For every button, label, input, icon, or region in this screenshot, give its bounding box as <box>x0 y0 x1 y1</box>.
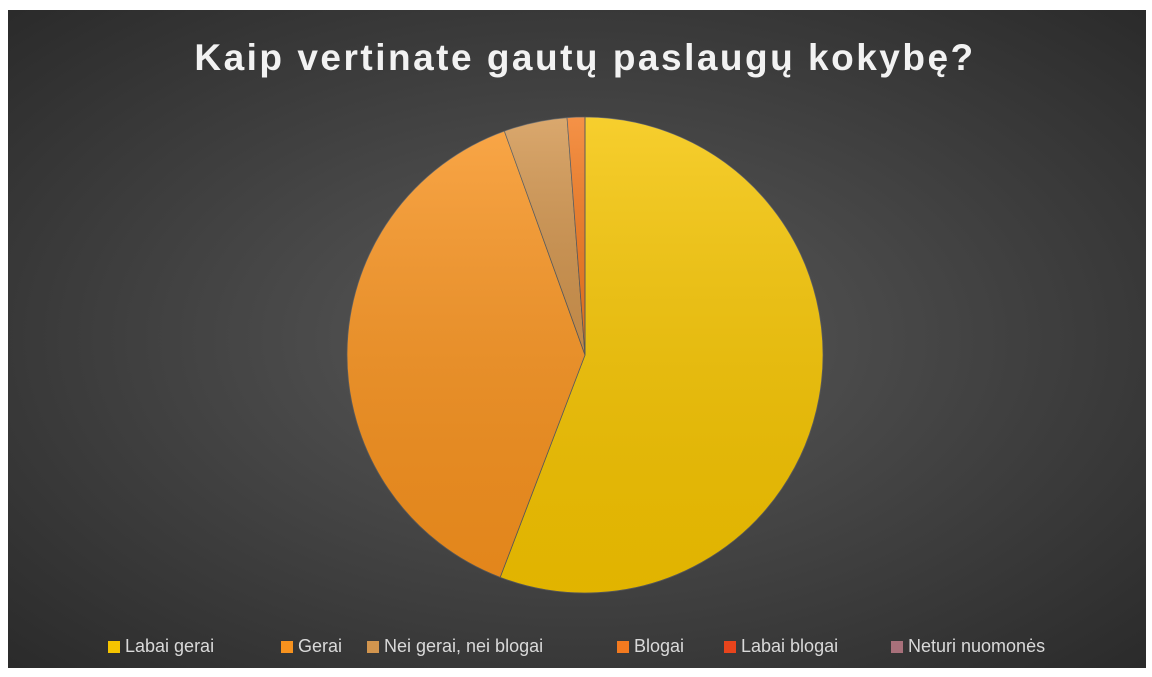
legend-label: Nei gerai, nei blogai <box>384 636 543 656</box>
legend-swatch <box>367 641 379 653</box>
slice-shade <box>346 131 585 578</box>
slice-shade <box>500 117 823 593</box>
legend-swatch <box>108 641 120 653</box>
pie <box>346 116 824 594</box>
legend: Labai gerai Gerai Nei gerai, nei blogai Blo… <box>108 636 1045 656</box>
legend-label: Gerai <box>298 636 342 656</box>
legend-label: Labai gerai <box>125 636 214 656</box>
legend-label: Blogai <box>634 636 684 656</box>
legend-swatch <box>617 641 629 653</box>
slice-shade <box>567 117 585 355</box>
legend-swatch <box>724 641 736 653</box>
slice-shade <box>504 117 585 355</box>
legend-label: Neturi nuomonės <box>908 636 1045 656</box>
chart-title: Kaip vertinate gautų paslaugų kokybę? <box>194 37 975 78</box>
legend-label: Labai blogai <box>741 636 838 656</box>
legend-swatch <box>891 641 903 653</box>
legend-swatch <box>281 641 293 653</box>
